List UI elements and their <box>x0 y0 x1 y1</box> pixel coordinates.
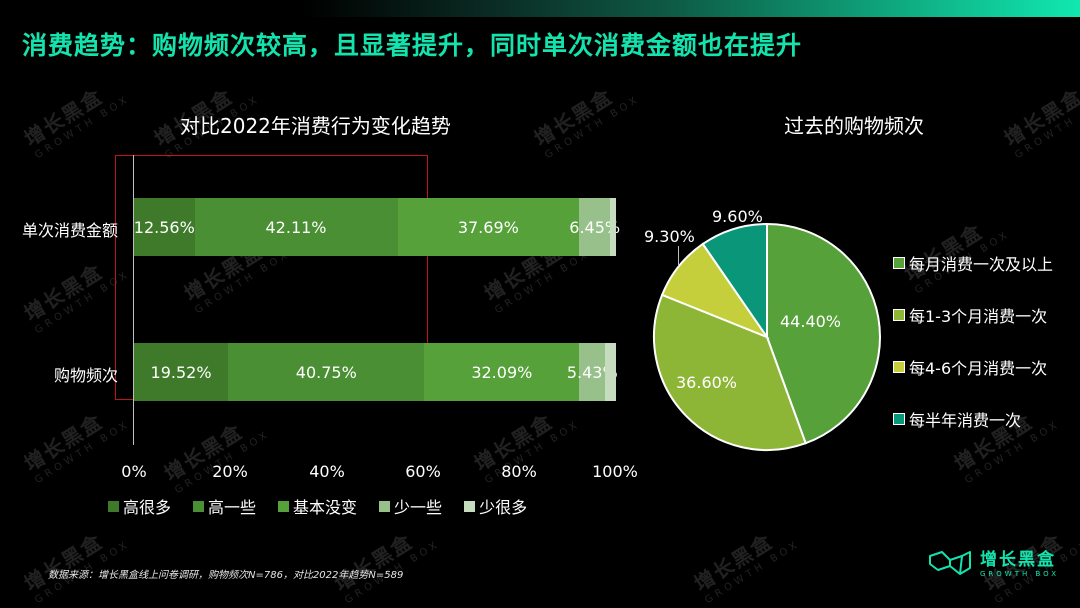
legend-label: 少很多 <box>479 498 528 517</box>
legend-swatch <box>464 500 476 512</box>
legend-label: 高很多 <box>123 498 172 517</box>
pie-legend-item-1-3-months: 每1-3个月消费一次 <box>893 302 1053 328</box>
bar-segment <box>610 198 616 256</box>
pie-slice <box>701 222 768 341</box>
bar-row-amount: 12.56% 42.11% 37.69% 6.45% <box>134 198 620 256</box>
bar-segment: 42.11% <box>194 198 398 256</box>
legend-label: 基本没变 <box>293 498 358 517</box>
x-tick: 60% <box>405 462 441 481</box>
legend-item-somewhat-lower: 少一些 <box>379 494 442 518</box>
bar-segment: 37.69% <box>397 198 580 256</box>
x-tick: 20% <box>212 462 248 481</box>
legend-item-much-higher: 高很多 <box>108 494 171 518</box>
x-tick: 0% <box>121 462 147 481</box>
bar-segment: 32.09% <box>424 343 580 401</box>
top-gradient-band <box>0 0 1080 17</box>
pie-label-half-year: 9.60% <box>712 207 763 226</box>
legend-swatch <box>893 309 905 321</box>
pie-label-monthly: 44.40% <box>780 312 842 331</box>
legend-swatch <box>379 500 391 512</box>
pie-slice <box>766 222 881 445</box>
bar-chart-title: 对比2022年消费行为变化趋势 <box>180 114 451 138</box>
legend-label: 每月消费一次及以上 <box>909 255 1054 274</box>
legend-label: 高一些 <box>208 498 257 517</box>
pie-label-4-6-months: 9.30% <box>644 227 695 246</box>
bar-segment: 40.75% <box>228 343 425 401</box>
brand-logo: 增长黑盒 GROWTH BOX <box>928 545 1059 578</box>
y-axis-line <box>133 155 134 445</box>
bar-segment: 19.52% <box>134 343 229 401</box>
row-label-amount: 单次消费金额 <box>21 221 118 240</box>
pie-legend-item-half-year: 每半年消费一次 <box>893 406 1053 432</box>
legend-swatch <box>893 257 905 269</box>
pie-svg <box>653 222 881 451</box>
pie-legend: 每月消费一次及以上 每1-3个月消费一次 每4-6个月消费一次 每半年消费一次 <box>893 250 1053 458</box>
legend-item-much-lower: 少很多 <box>464 494 527 518</box>
legend-label: 少一些 <box>394 498 443 517</box>
legend-label: 每半年消费一次 <box>909 411 1022 430</box>
legend-item-somewhat-higher: 高一些 <box>193 494 256 518</box>
pie-legend-item-monthly: 每月消费一次及以上 <box>893 250 1053 276</box>
page-title: 消费趋势：购物频次较高，且显著提升，同时单次消费金额也在提升 <box>22 31 803 60</box>
pie-leader-line <box>678 246 679 266</box>
legend-label: 每4-6个月消费一次 <box>909 359 1048 378</box>
growth-box-logo-icon <box>929 550 971 575</box>
legend-swatch <box>893 361 905 373</box>
legend-item-unchanged: 基本没变 <box>278 494 357 518</box>
pie-chart <box>652 222 882 452</box>
legend-swatch <box>193 500 205 512</box>
bar-segment: 6.45% <box>569 198 620 256</box>
pie-label-1-3-months: 36.60% <box>676 373 738 392</box>
pie-slice <box>653 293 807 451</box>
x-tick: 40% <box>309 462 345 481</box>
bar-segment <box>605 343 616 401</box>
bar-row-frequency: 19.52% 40.75% 32.09% 5.43% <box>134 343 618 401</box>
logo-name: 增长黑盒 <box>980 550 1056 570</box>
pie-chart-title: 过去的购物频次 <box>784 114 924 138</box>
row-label-frequency: 购物频次 <box>53 366 118 385</box>
legend-swatch <box>278 500 290 512</box>
legend-swatch <box>108 500 119 512</box>
x-tick: 80% <box>501 462 537 481</box>
footnote-source: 数据来源：增长黑盒线上问卷调研，购物频次N=786，对比2022年趋势N=589 <box>48 570 404 581</box>
bar-segment: 12.56% <box>134 198 195 256</box>
x-tick: 100% <box>592 462 638 481</box>
pie-legend-item-4-6-months: 每4-6个月消费一次 <box>893 354 1053 380</box>
legend-label: 每1-3个月消费一次 <box>909 307 1048 326</box>
bar-legend: 高很多 高一些 基本没变 少一些 少很多 <box>108 494 527 518</box>
logo-sub: GROWTH BOX <box>980 570 1060 578</box>
bar-segment: 5.43% <box>567 343 618 401</box>
legend-swatch <box>893 413 905 425</box>
